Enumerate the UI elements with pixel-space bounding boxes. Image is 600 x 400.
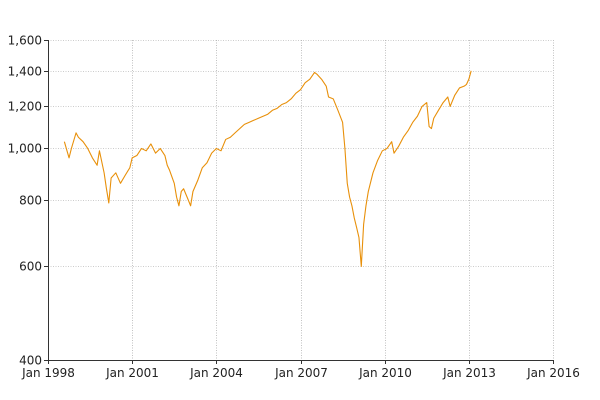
y-tick-label: 800 [19,194,42,208]
y-tick-label: 1,600 [8,34,42,48]
y-tick-label: 1,000 [8,142,42,156]
series-layer [63,70,472,267]
tick-labels: 400 600 800 1,000 1,200 1,400 1,600 Jan 1998 Jan… [8,34,580,381]
x-tick-label: Jan 2010 [358,366,412,380]
axes [44,40,554,364]
x-tick-label: Jan 2016 [526,366,580,380]
y-tick-label: 600 [19,260,42,274]
y-tick-label: 400 [19,354,42,368]
series-line [63,70,472,267]
x-tick-label: Jan 2007 [274,366,328,380]
x-tick-label: Jan 1998 [21,366,75,380]
y-tick-label: 1,400 [8,65,42,79]
x-tick-label: Jan 2004 [189,366,243,380]
x-tick-label: Jan 2013 [442,366,496,380]
y-tick-label: 1,200 [8,100,42,114]
grid [48,40,554,360]
x-tick-label: Jan 2001 [105,366,159,380]
